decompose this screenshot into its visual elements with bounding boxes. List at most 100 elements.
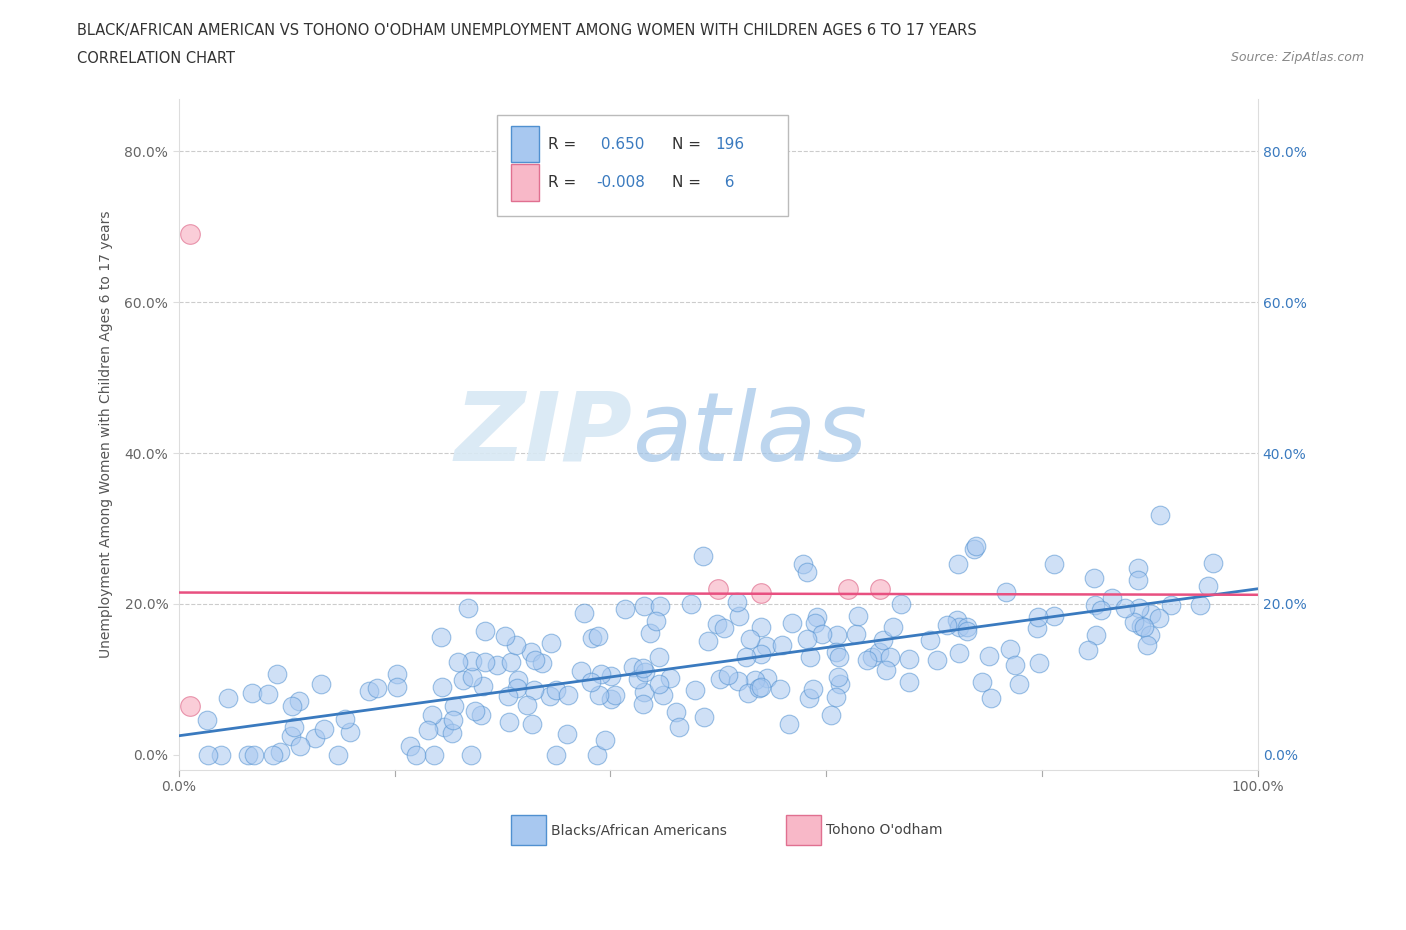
Point	[796, 632, 818, 647]
Point	[749, 679, 772, 694]
Point	[998, 642, 1021, 657]
Point	[709, 671, 731, 686]
Point	[304, 730, 326, 745]
Point	[935, 618, 957, 632]
FancyBboxPatch shape	[498, 115, 789, 216]
Point	[1133, 619, 1156, 634]
Point	[197, 747, 219, 762]
Point	[499, 655, 522, 670]
Point	[627, 671, 650, 686]
Point	[585, 747, 607, 762]
Point	[756, 671, 779, 685]
Point	[1083, 571, 1105, 586]
Point	[464, 704, 486, 719]
Point	[804, 616, 827, 631]
Point	[977, 648, 1000, 663]
Point	[540, 635, 562, 650]
Point	[737, 685, 759, 700]
Y-axis label: Unemployment Among Women with Children Ages 6 to 17 years: Unemployment Among Women with Children A…	[100, 210, 114, 658]
Point	[240, 686, 263, 701]
Point	[588, 687, 610, 702]
Point	[748, 681, 770, 696]
Point	[385, 666, 408, 681]
Point	[600, 669, 623, 684]
Point	[569, 664, 592, 679]
Point	[638, 626, 661, 641]
Point	[1123, 615, 1146, 630]
Point	[782, 616, 804, 631]
Point	[430, 630, 453, 644]
Point	[555, 727, 578, 742]
Point	[727, 673, 749, 688]
Point	[288, 694, 311, 709]
Point	[586, 629, 609, 644]
Point	[579, 674, 602, 689]
Point	[879, 649, 901, 664]
Point	[825, 628, 848, 643]
Point	[581, 631, 603, 645]
Point	[948, 620, 970, 635]
Point	[366, 681, 388, 696]
Text: 196: 196	[716, 137, 744, 152]
Point	[955, 619, 977, 634]
Point	[1136, 637, 1159, 652]
Point	[897, 674, 920, 689]
Point	[869, 581, 891, 596]
Point	[651, 688, 673, 703]
Point	[472, 679, 495, 694]
FancyBboxPatch shape	[512, 816, 546, 844]
Point	[1090, 603, 1112, 618]
Point	[1114, 600, 1136, 615]
Point	[770, 638, 793, 653]
Point	[1139, 606, 1161, 621]
Text: N =: N =	[672, 175, 702, 190]
Point	[828, 650, 851, 665]
Point	[927, 653, 949, 668]
Point	[707, 581, 730, 596]
Point	[197, 712, 219, 727]
Point	[494, 629, 516, 644]
Point	[460, 747, 482, 762]
Point	[280, 728, 302, 743]
Point	[1004, 658, 1026, 672]
Point	[486, 658, 509, 673]
Text: 6: 6	[716, 175, 734, 190]
Point	[801, 682, 824, 697]
Point	[290, 739, 312, 754]
Point	[519, 644, 541, 659]
Point	[1128, 601, 1150, 616]
Point	[744, 672, 766, 687]
Point	[1101, 591, 1123, 605]
Point	[658, 671, 681, 685]
Point	[420, 708, 443, 723]
Point	[727, 608, 749, 623]
Point	[827, 670, 849, 684]
Point	[474, 655, 496, 670]
Point	[523, 652, 546, 667]
Point	[749, 646, 772, 661]
Point	[515, 698, 537, 713]
Point	[599, 691, 621, 706]
Text: Tohono O'odham: Tohono O'odham	[827, 823, 943, 837]
Text: ZIP: ZIP	[454, 388, 633, 481]
Point	[432, 680, 454, 695]
Point	[633, 684, 655, 699]
Point	[806, 609, 828, 624]
Point	[918, 633, 941, 648]
Point	[242, 747, 264, 762]
Point	[965, 538, 987, 553]
Point	[339, 724, 361, 739]
Point	[872, 632, 894, 647]
Point	[451, 672, 474, 687]
Point	[1147, 610, 1170, 625]
Point	[846, 608, 869, 623]
Point	[589, 667, 612, 682]
Point	[423, 747, 446, 762]
Point	[664, 704, 686, 719]
Point	[956, 623, 979, 638]
Point	[751, 585, 773, 600]
Point	[405, 747, 427, 762]
Point	[281, 698, 304, 713]
Text: atlas: atlas	[633, 388, 868, 481]
Point	[1026, 620, 1049, 635]
